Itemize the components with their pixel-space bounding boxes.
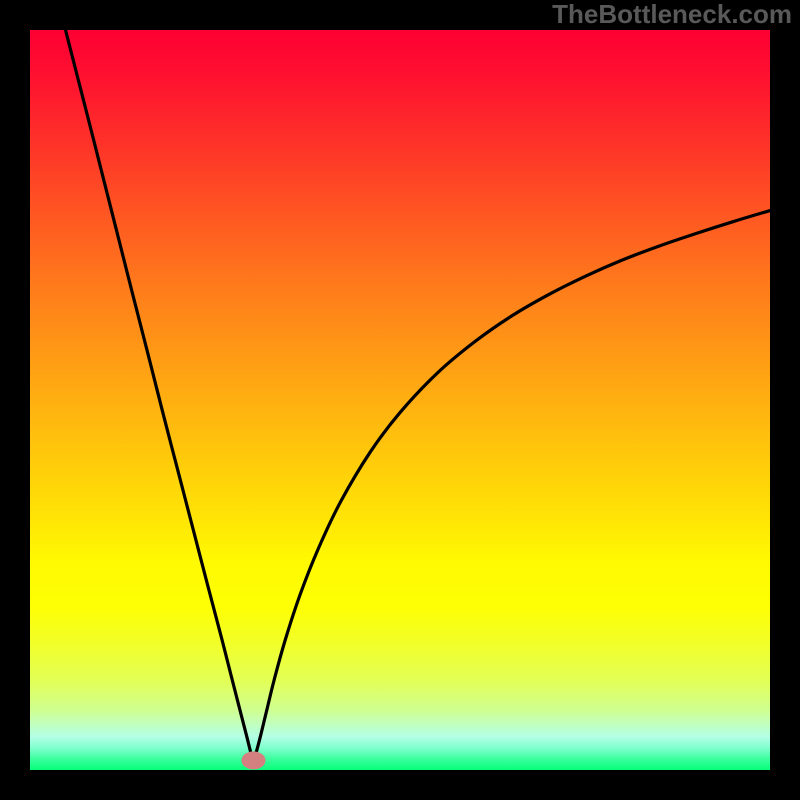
chart-frame: TheBottleneck.com [0,0,800,800]
optimal-point-marker [241,751,265,769]
bottleneck-chart [30,30,770,770]
plot-area [30,30,770,770]
watermark-text: TheBottleneck.com [552,0,792,29]
gradient-background [30,30,770,770]
